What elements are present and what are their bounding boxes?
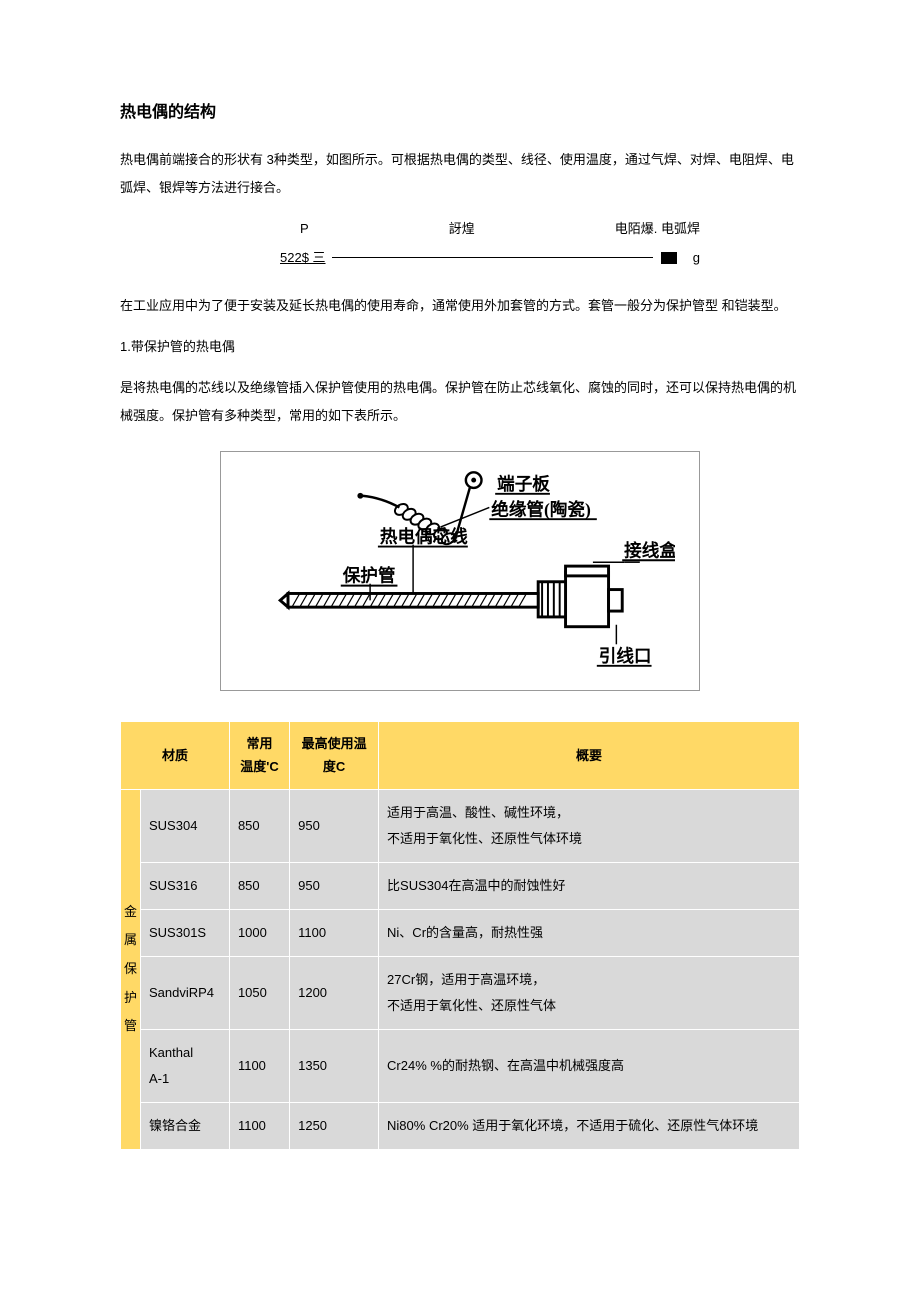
- cell-max: 1250: [290, 1102, 379, 1149]
- thermocouple-diagram-container: 端子板 绝缘管(陶瓷) 热电偶芯线 接线盒 保护管 引线口: [120, 451, 800, 691]
- weld-types-row: P 訝煌 电陌爆. 电弧焊: [120, 219, 800, 240]
- cell-usual: 1000: [229, 909, 289, 956]
- label-terminal: 端子板: [497, 474, 550, 494]
- label-junctionbox: 接线盒: [624, 540, 675, 560]
- th-max-temp: 最高使用温 度C: [290, 721, 379, 789]
- cell-max: 950: [290, 862, 379, 909]
- weld-type-3: 电陌爆. 电弧焊: [615, 219, 700, 240]
- cell-summary: Ni、Cr的含量高，耐热性强: [379, 909, 800, 956]
- cell-material: SUS304: [141, 789, 230, 862]
- label-outlet: 引线口: [599, 646, 652, 666]
- cell-material: SUS301S: [141, 909, 230, 956]
- table-row: SUS301S 1000 1100 Ni、Cr的含量高，耐热性强: [121, 909, 800, 956]
- cell-summary: 27Cr钢，适用于高温环境， 不适用于氧化性、还原性气体: [379, 956, 800, 1029]
- label-insulator: 绝缘管(陶瓷): [491, 499, 591, 519]
- weld-underline-row: 522$ 三 g: [120, 248, 800, 269]
- cell-summary: Ni80% Cr20% 适用于氧化环境，不适用于硫化、还原性气体环境: [379, 1102, 800, 1149]
- label-tube: 保护管: [342, 566, 396, 586]
- weld-left-label: 522$ 三: [280, 248, 332, 269]
- cell-summary: Cr24% %的耐热钢、在高温中机械强度高: [379, 1029, 800, 1102]
- intro-paragraph-1: 热电偶前端接合的形状有 3种类型，如图所示。可根据热电偶的类型、线径、使用温度，…: [120, 146, 800, 203]
- thermocouple-diagram: 端子板 绝缘管(陶瓷) 热电偶芯线 接线盒 保护管 引线口: [220, 451, 700, 691]
- label-wire: 热电偶芯线: [380, 527, 468, 547]
- table-row: SUS316 850 950 比SUS304在高温中的耐蚀性好: [121, 862, 800, 909]
- table-row: 金属保护管 SUS304 850 950 适用于高温、酸性、碱性环境， 不适用于…: [121, 789, 800, 862]
- table-row: SandviRP4 1050 1200 27Cr钢，适用于高温环境， 不适用于氧…: [121, 956, 800, 1029]
- weld-right-label: g: [685, 248, 700, 269]
- cell-max: 1200: [290, 956, 379, 1029]
- cell-summary: 比SUS304在高温中的耐蚀性好: [379, 862, 800, 909]
- weld-black-box: [661, 252, 677, 264]
- cell-max: 1100: [290, 909, 379, 956]
- protection-tube-table: 材质 常用 温度'C 最高使用温 度C 概要 金属保护管 SUS304 850 …: [120, 721, 800, 1150]
- cell-usual: 1050: [229, 956, 289, 1029]
- cell-usual: 1100: [229, 1102, 289, 1149]
- th-material: 材质: [121, 721, 230, 789]
- cell-material: Kanthal A-1: [141, 1029, 230, 1102]
- th-usual-temp: 常用 温度'C: [229, 721, 289, 789]
- weld-separator-line: [332, 257, 653, 258]
- intro-paragraph-2: 在工业应用中为了便于安装及延长热电偶的使用寿命，通常使用外加套管的方式。套管一般…: [120, 292, 800, 321]
- weld-type-1: P: [300, 219, 309, 240]
- table-row: 镍铬合金 1100 1250 Ni80% Cr20% 适用于氧化环境，不适用于硫…: [121, 1102, 800, 1149]
- page-title: 热电偶的结构: [120, 100, 800, 126]
- cell-usual: 1100: [229, 1029, 289, 1102]
- cell-max: 1350: [290, 1029, 379, 1102]
- cell-summary: 适用于高温、酸性、碱性环境， 不适用于氧化性、还原性气体环境: [379, 789, 800, 862]
- cell-material: 镍铬合金: [141, 1102, 230, 1149]
- cell-max: 950: [290, 789, 379, 862]
- cell-material: SUS316: [141, 862, 230, 909]
- cell-material: SandviRP4: [141, 956, 230, 1029]
- th-summary: 概要: [379, 721, 800, 789]
- thermocouple-svg: 端子板 绝缘管(陶瓷) 热电偶芯线 接线盒 保护管 引线口: [245, 468, 675, 674]
- weld-type-2: 訝煌: [449, 219, 475, 240]
- cell-usual: 850: [229, 789, 289, 862]
- vertical-category: 金属保护管: [121, 789, 141, 1149]
- section-1-body: 是将热电偶的芯线以及绝缘管插入保护管使用的热电偶。保护管在防止芯线氧化、腐蚀的同…: [120, 374, 800, 431]
- section-1-title: 1.带保护管的热电偶: [120, 337, 800, 358]
- table-row: Kanthal A-1 1100 1350 Cr24% %的耐热钢、在高温中机械…: [121, 1029, 800, 1102]
- cell-usual: 850: [229, 862, 289, 909]
